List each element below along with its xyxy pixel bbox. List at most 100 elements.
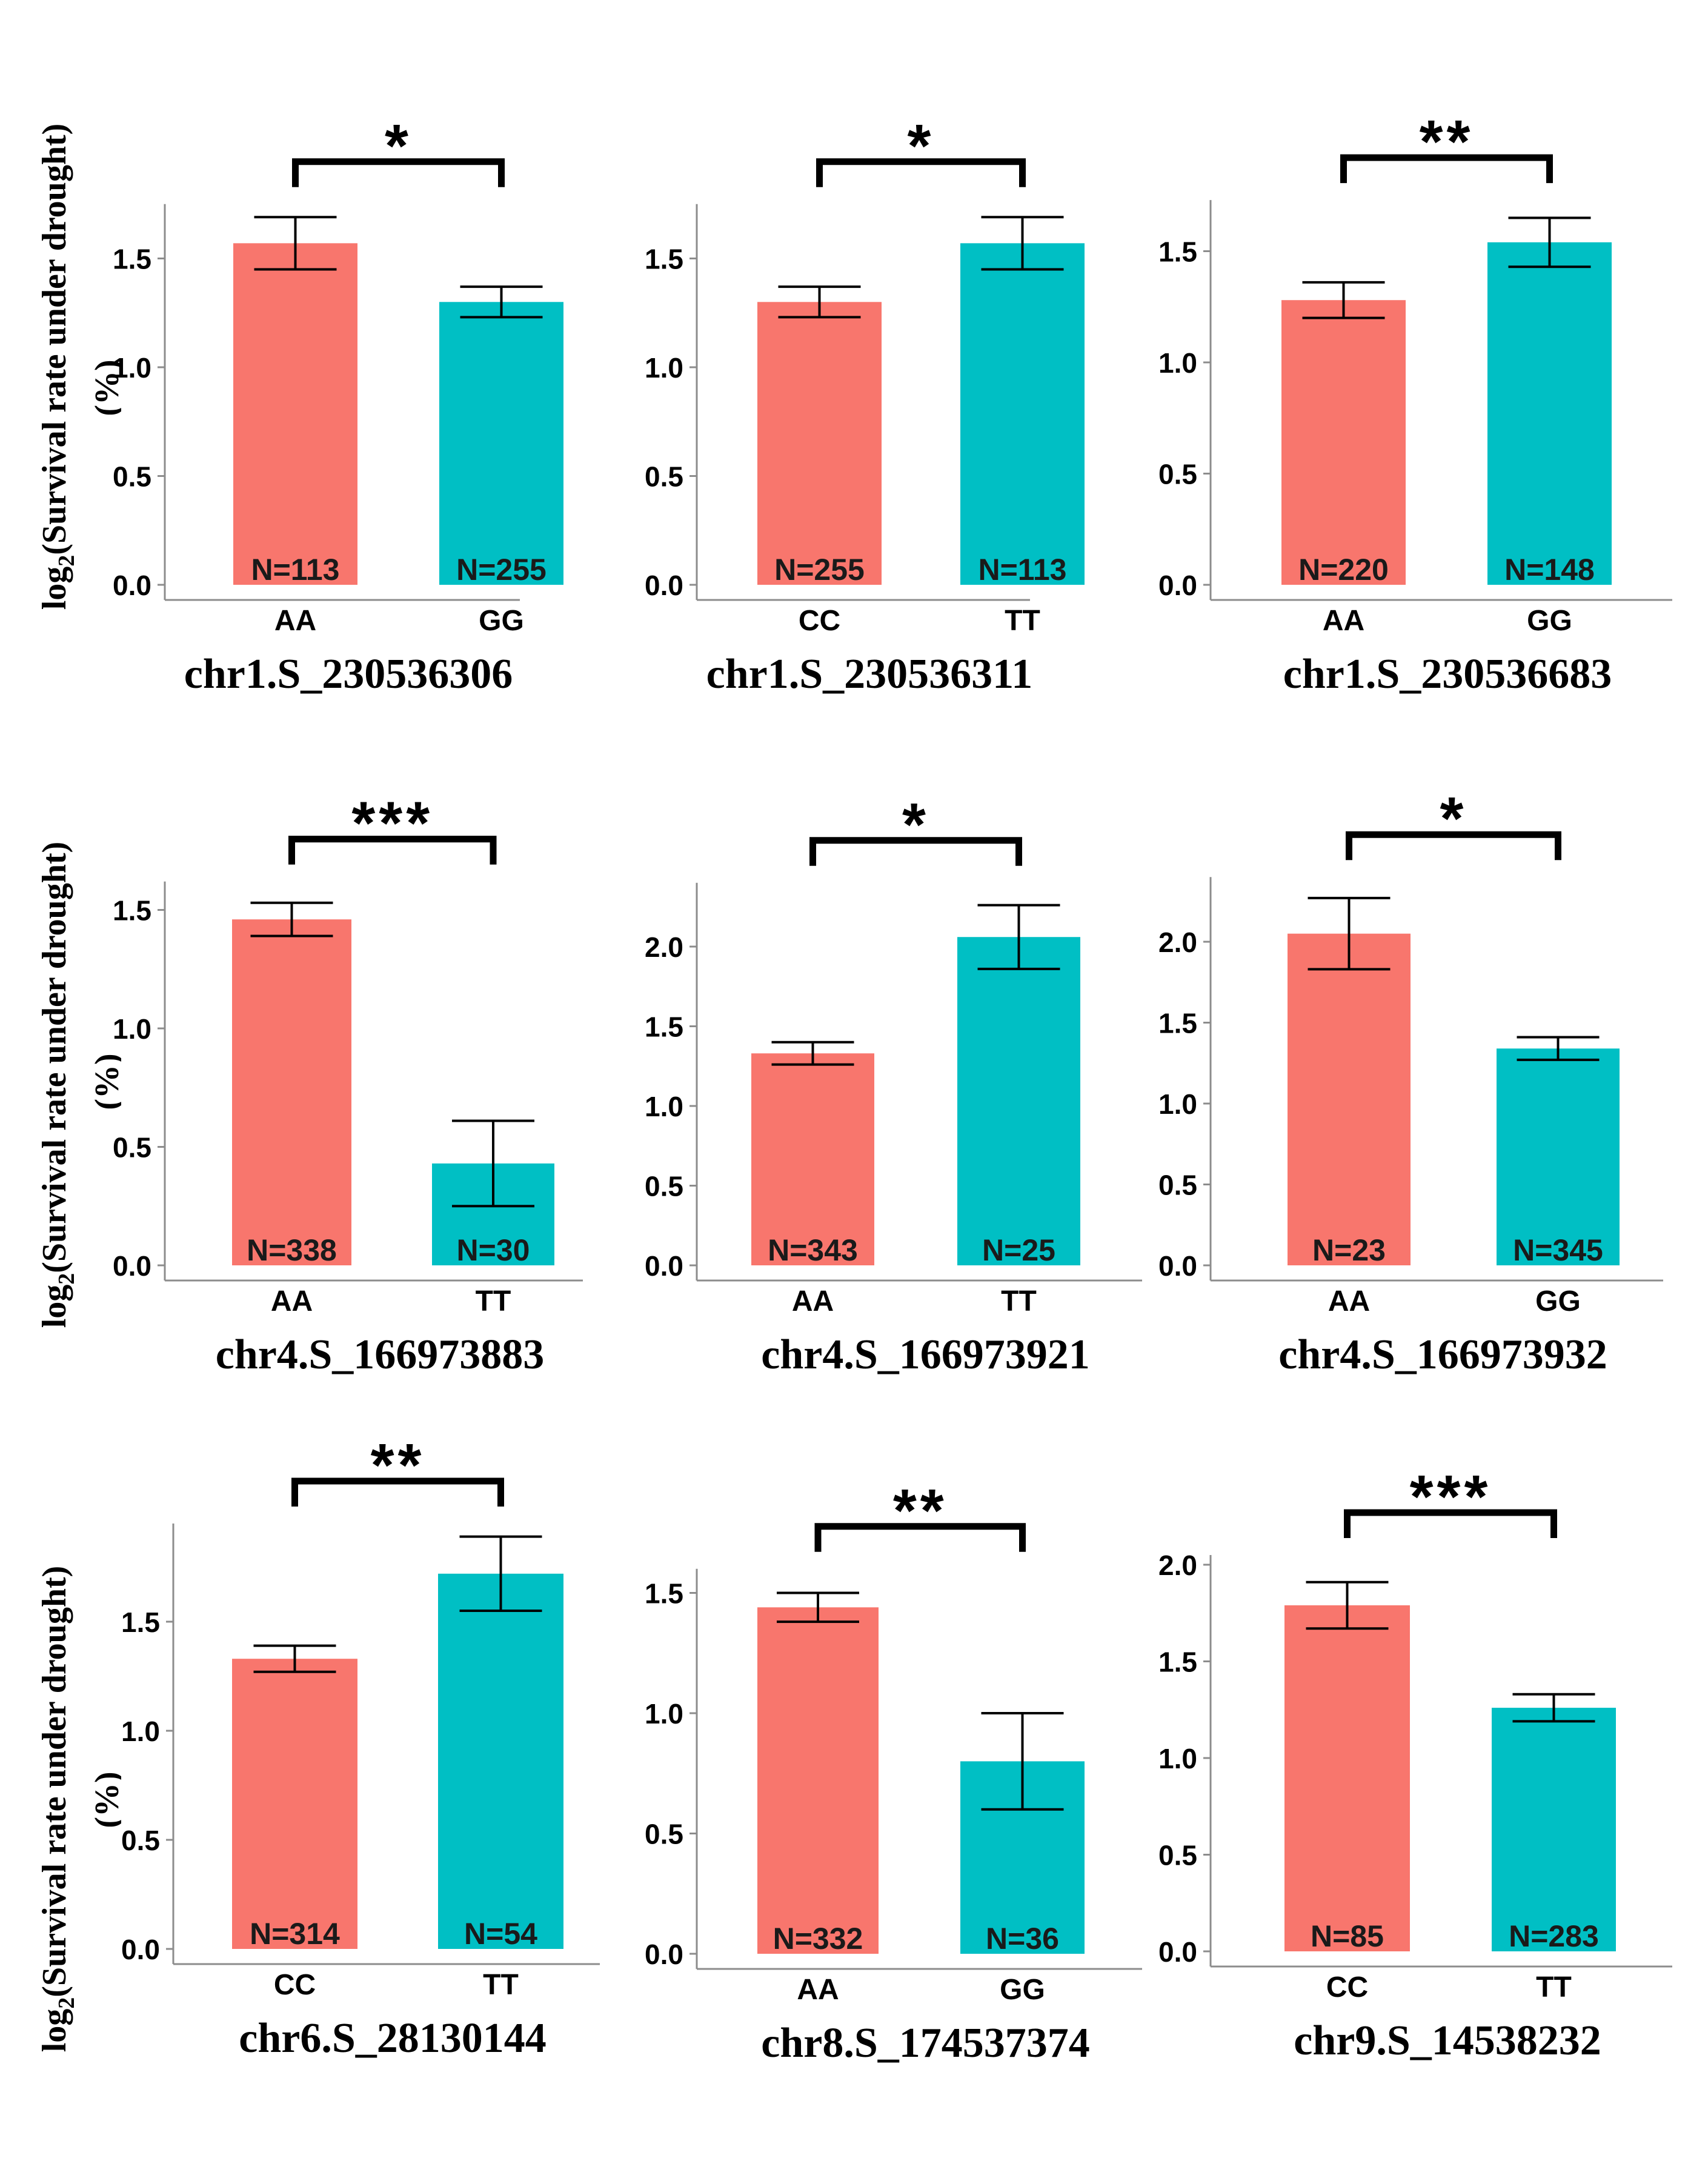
n-label: N=343	[768, 1233, 858, 1267]
significance-bracket	[1340, 154, 1553, 184]
y-axis-label-main: (Survival rate under drought)	[36, 1566, 73, 1997]
significance-bracket	[291, 1477, 504, 1507]
x-category-label: GG	[1000, 1974, 1045, 2006]
bar-aa	[757, 1607, 879, 1954]
chart-title: chr9.S_14538232	[1294, 2017, 1601, 2064]
y-axis-label-row-2: log2(Survival rate under drought) (%)	[0, 742, 121, 1427]
y-axis-label-unit: (%)	[88, 359, 121, 416]
significance-bracket	[816, 158, 1026, 187]
bar-gg	[1497, 1048, 1620, 1265]
y-tick-label: 1.0	[645, 1091, 683, 1122]
y-tick-label: 1.5	[1158, 1008, 1197, 1039]
x-category-label: GG	[1535, 1285, 1581, 1317]
n-label: N=25	[982, 1233, 1055, 1267]
y-tick-label: 0.0	[1158, 570, 1197, 601]
x-category-label: TT	[1001, 1285, 1037, 1317]
bar-aa	[232, 919, 351, 1265]
bar-cc	[1284, 1605, 1410, 1951]
n-label: N=283	[1509, 1919, 1599, 1953]
y-tick-label: 0.0	[645, 1250, 683, 1282]
significance-marker: *	[385, 112, 412, 180]
n-label: N=255	[456, 553, 547, 587]
significance-marker: **	[1420, 108, 1474, 176]
n-label: N=345	[1513, 1233, 1603, 1267]
y-tick-label: 1.5	[1158, 1647, 1197, 1678]
chart-title: chr1.S_230536683	[1283, 651, 1612, 698]
y-tick-label: 0.0	[645, 570, 683, 601]
y-tick-label: 1.5	[645, 1578, 683, 1610]
chart-panel-4: 0.00.51.01.5N=338AAN=30TT***chr4.S_16697…	[113, 790, 583, 1378]
bar-gg	[960, 1761, 1085, 1954]
svg-text:log2(Survival rate under droug: log2(Survival rate under drought)	[36, 842, 79, 1328]
bar-aa	[1281, 300, 1406, 585]
y-tick-label: 1.0	[645, 1698, 683, 1730]
n-label: N=220	[1298, 553, 1389, 587]
y-axis-label-row-3: log2(Survival rate under drought) (%)	[0, 1460, 121, 2157]
significance-bracket	[814, 1523, 1026, 1552]
chart-title: chr8.S_174537374	[761, 2020, 1090, 2066]
chart-panel-5: 0.0 0.5 1.0 1.5 2.0 N=343 AA N=25 TT * chr4.S_1669…	[645, 791, 1142, 1378]
significance-bracket	[1346, 831, 1561, 861]
y-tick-label: 2.0	[645, 931, 683, 963]
chart-title: chr1.S_230536306	[184, 651, 513, 698]
chart-panel-8: 0.0 0.5 1.0 1.5 N=332 AA N=36 GG ** chr8.S_174537…	[645, 1477, 1142, 2066]
bar-aa	[233, 243, 357, 585]
x-category-label: GG	[479, 605, 524, 637]
x-category-label: AA	[271, 1285, 313, 1317]
bar-gg	[1487, 242, 1612, 585]
n-label: N=338	[247, 1233, 337, 1267]
y-tick-label: 0.0	[121, 1934, 160, 1965]
n-label: N=113	[979, 553, 1067, 587]
bar-tt	[957, 937, 1080, 1265]
n-label: N=30	[457, 1233, 530, 1267]
chart-panel-2: 0.0 0.5 1.0 1.5 N=255 CC N=113 TT * chr1.S_230536…	[645, 112, 1085, 698]
n-label: N=113	[251, 553, 340, 587]
y-tick-label: 0.0	[645, 1939, 683, 1970]
y-tick-label: 1.0	[121, 1716, 160, 1747]
chart-panel-3: 0.0 0.5 1.0 1.5 N=220 AA N=148 GG ** chr1.S_23053…	[1158, 108, 1672, 698]
y-tick-label: 1.0	[645, 352, 683, 384]
bar-tt	[960, 243, 1085, 585]
x-category-label: CC	[1326, 1971, 1368, 2003]
significance-marker: ***	[351, 790, 433, 858]
bar-aa	[751, 1053, 874, 1265]
y-axis-label-main: (Survival rate under drought)	[36, 842, 73, 1273]
x-category-label: AA	[797, 1974, 839, 2006]
y-tick-label: 0.5	[1158, 1170, 1197, 1201]
y-axis-label-unit: (%)	[88, 1771, 121, 1828]
y-tick-label: 1.0	[1158, 347, 1197, 379]
y-tick-label: 0.5	[645, 1171, 683, 1202]
n-label: N=255	[774, 553, 865, 587]
x-category-label: TT	[1536, 1971, 1572, 2003]
x-category-label: TT	[476, 1285, 511, 1317]
y-tick-label: 0.5	[1158, 459, 1197, 490]
y-axis-label-sub: 2	[54, 1273, 79, 1285]
y-tick-label: 0.0	[1158, 1936, 1197, 1968]
bar-tt	[438, 1573, 563, 1949]
y-tick-label: 1.5	[645, 1011, 683, 1043]
n-label: N=314	[250, 1917, 340, 1951]
y-tick-label: 1.5	[1158, 236, 1197, 268]
chart-title: chr6.S_28130144	[239, 2015, 547, 2062]
y-tick-label: 0.5	[1158, 1840, 1197, 1871]
significance-marker: *	[902, 791, 929, 859]
significance-bracket	[1344, 1509, 1557, 1539]
n-label: N=85	[1311, 1919, 1384, 1953]
y-tick-label: 1.5	[645, 244, 683, 275]
y-axis-label-main: (Survival rate under drought)	[36, 124, 73, 555]
y-tick-label: 2.0	[1158, 927, 1197, 958]
y-axis-label-log: log	[36, 2009, 73, 2053]
significance-bracket	[288, 836, 497, 865]
significance-marker: **	[371, 1431, 425, 1499]
x-category-label: GG	[1527, 605, 1572, 637]
chart-title: chr4.S_166973932	[1278, 1331, 1607, 1378]
chart-title: chr4.S_166973921	[761, 1331, 1090, 1378]
n-label: N=54	[464, 1917, 537, 1951]
chart-title: chr4.S_166973883	[216, 1331, 545, 1378]
bar-cc	[232, 1659, 357, 1949]
n-label: N=36	[986, 1922, 1059, 1956]
y-tick-label: 1.0	[1158, 1743, 1197, 1774]
svg-text:log2(Survival rate under droug: log2(Survival rate under drought)	[36, 1566, 79, 2053]
